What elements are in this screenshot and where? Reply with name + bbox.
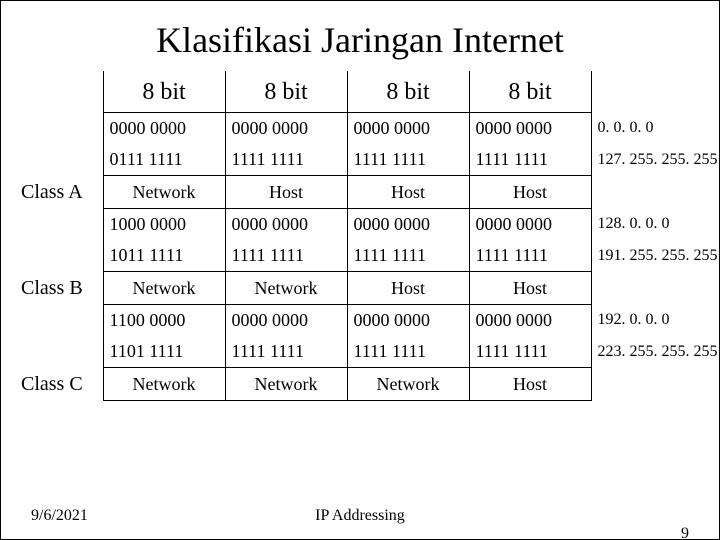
octet-cell: 0000 0000: [469, 209, 591, 241]
ip-class-table: 8 bit 8 bit 8 bit 8 bit 0000 0000 0000 0…: [1, 71, 719, 401]
class-parts-row: Class A Network Host Host Host: [21, 176, 711, 209]
col-header: 8 bit: [469, 71, 591, 113]
octet-cell: 0000 0000: [469, 305, 591, 337]
part-cell: Network: [225, 272, 347, 305]
ip-cell: 192. 0. 0. 0: [591, 305, 711, 337]
octet-cell: 1111 1111: [347, 336, 469, 368]
octet-cell: 0000 0000: [347, 209, 469, 241]
octet-cell: 1111 1111: [469, 240, 591, 272]
octet-cell: 1111 1111: [469, 336, 591, 368]
octet-cell: 1111 1111: [225, 144, 347, 176]
col-header: 8 bit: [103, 71, 225, 113]
footer-title: IP Addressing: [31, 507, 689, 525]
ip-cell: 0. 0. 0. 0: [591, 113, 711, 145]
col-header: 8 bit: [347, 71, 469, 113]
octet-cell: 0000 0000: [469, 113, 591, 145]
table-row: 1101 1111 1111 1111 1111 1111 1111 1111 …: [21, 336, 711, 368]
table-row: 0000 0000 0000 0000 0000 0000 0000 0000 …: [21, 113, 711, 145]
part-cell: Network: [103, 368, 225, 401]
footer-page-number: 9: [681, 525, 689, 540]
octet-cell: 1111 1111: [347, 240, 469, 272]
part-cell: Host: [347, 272, 469, 305]
octet-cell: 1111 1111: [225, 336, 347, 368]
footer-date: 9/6/2021: [31, 507, 88, 525]
ip-cell: 191. 255. 255. 255: [591, 240, 711, 272]
part-cell: Host: [469, 176, 591, 209]
octet-cell: 1011 1111: [103, 240, 225, 272]
octet-cell: 0000 0000: [225, 305, 347, 337]
slide-footer: 9/6/2021 IP Addressing 9: [1, 507, 719, 525]
part-cell: Network: [103, 272, 225, 305]
header-row: 8 bit 8 bit 8 bit 8 bit: [21, 71, 711, 113]
class-parts-row: Class B Network Network Host Host: [21, 272, 711, 305]
ip-cell: 128. 0. 0. 0: [591, 209, 711, 241]
octet-cell: 1000 0000: [103, 209, 225, 241]
part-cell: Host: [469, 272, 591, 305]
octet-cell: 0000 0000: [347, 305, 469, 337]
part-cell: Host: [225, 176, 347, 209]
octet-cell: 1111 1111: [225, 240, 347, 272]
class-label: Class A: [21, 176, 103, 209]
page-title: Klasifikasi Jaringan Internet: [1, 1, 719, 71]
octet-cell: 1100 0000: [103, 305, 225, 337]
ip-cell: 127. 255. 255. 255: [591, 144, 711, 176]
octet-cell: 0000 0000: [225, 113, 347, 145]
octet-cell: 0000 0000: [347, 113, 469, 145]
part-cell: Network: [103, 176, 225, 209]
octet-cell: 1111 1111: [347, 144, 469, 176]
octet-cell: 0111 1111: [103, 144, 225, 176]
octet-cell: 1111 1111: [469, 144, 591, 176]
part-cell: Network: [347, 368, 469, 401]
table-row: 0111 1111 1111 1111 1111 1111 1111 1111 …: [21, 144, 711, 176]
octet-cell: 0000 0000: [225, 209, 347, 241]
octet-cell: 0000 0000: [103, 113, 225, 145]
part-cell: Host: [469, 368, 591, 401]
table-row: 1100 0000 0000 0000 0000 0000 0000 0000 …: [21, 305, 711, 337]
octet-cell: 1101 1111: [103, 336, 225, 368]
ip-cell: 223. 255. 255. 255: [591, 336, 711, 368]
col-header: 8 bit: [225, 71, 347, 113]
table-row: 1000 0000 0000 0000 0000 0000 0000 0000 …: [21, 209, 711, 241]
class-parts-row: Class C Network Network Network Host: [21, 368, 711, 401]
class-label: Class B: [21, 272, 103, 305]
part-cell: Host: [347, 176, 469, 209]
part-cell: Network: [225, 368, 347, 401]
table-row: 1011 1111 1111 1111 1111 1111 1111 1111 …: [21, 240, 711, 272]
class-label: Class C: [21, 368, 103, 401]
